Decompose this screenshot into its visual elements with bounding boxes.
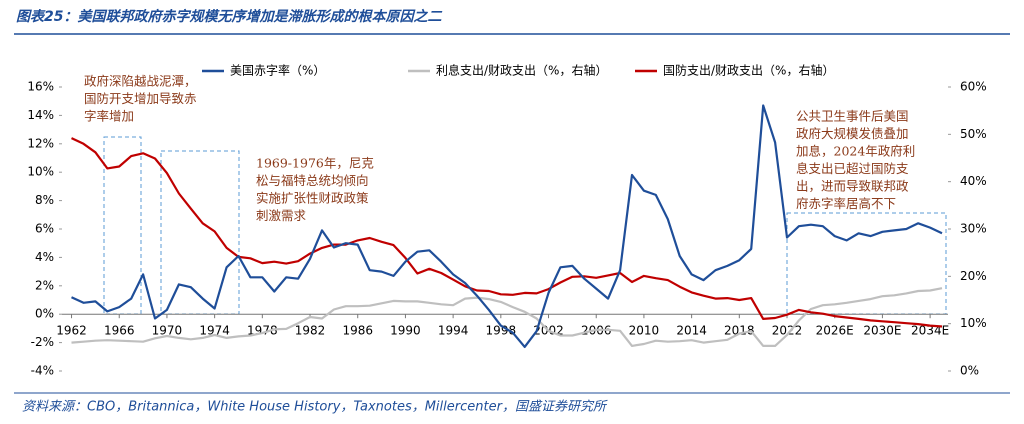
annotation: 字率增加: [84, 109, 134, 124]
x-tick-label: 1962: [56, 324, 87, 338]
annotation: 1969-1976年，尼克: [256, 156, 374, 171]
y-tick-label: 14%: [27, 108, 54, 122]
x-tick-label: 1986: [342, 324, 373, 338]
annotation: 国防开支增加导致赤: [84, 91, 197, 106]
y2-tick-label: 60%: [960, 80, 987, 94]
legend-label: 国防支出/财政支出（%，右轴）: [663, 63, 834, 78]
annotation: 加息，2024年政府利: [796, 144, 915, 159]
y-tick-label: 2%: [35, 278, 54, 292]
series-line: [71, 104, 943, 348]
y2-tick-label: 0%: [960, 364, 979, 378]
x-tick-label: 2010: [629, 324, 660, 338]
annotation: 实施扩张性财政政策: [256, 191, 369, 206]
annotation: 刺激需求: [256, 208, 307, 223]
y2-tick-label: 30%: [960, 222, 987, 236]
annotation: 政府大规模发债叠加: [796, 126, 909, 141]
annotation: 松与福特总统均倾向: [256, 173, 369, 188]
y-tick-label: 12%: [27, 136, 54, 150]
annotation: 公共卫生事件后美国: [796, 109, 909, 124]
series-line: [71, 287, 943, 347]
x-tick-label: 2014: [676, 324, 707, 338]
annotation: 息支出已超过国防支: [796, 161, 909, 176]
chart-title: 图表25：美国联邦政府赤字规模无序增加是滞胀形成的根本原因之二: [16, 8, 442, 25]
y2-tick-label: 40%: [960, 174, 987, 188]
legend-label: 利息支出/财政支出（%，右轴）: [436, 63, 607, 78]
y-tick-label: 4%: [35, 250, 54, 264]
x-tick-label: 1974: [199, 324, 230, 338]
series-line: [71, 137, 943, 328]
source: 资料来源：CBO，Britannica，White House History，…: [22, 399, 608, 415]
y-tick-label: 6%: [35, 222, 54, 236]
x-tick-label: 1966: [104, 324, 135, 338]
x-tick-label: 2018: [724, 324, 755, 338]
annotation: 府赤字率居高不下: [796, 196, 896, 211]
x-tick-label: 2026E: [816, 324, 854, 338]
y2-tick-label: 20%: [960, 269, 987, 283]
x-tick-label: 1994: [438, 324, 469, 338]
annotation: 政府深陷越战泥潭，: [84, 74, 197, 89]
highlight-box: [160, 150, 240, 315]
y-tick-label: 16%: [27, 80, 54, 94]
y-tick-label: 8%: [35, 193, 54, 207]
x-tick-label: 1970: [152, 324, 183, 338]
y2-tick-label: 50%: [960, 127, 987, 141]
x-tick-label: 1998: [486, 324, 517, 338]
y-tick-label: 10%: [27, 165, 54, 179]
annotation: 出，进而导致联邦政: [796, 179, 909, 194]
y2-tick-label: 10%: [960, 316, 987, 330]
y-tick-label: 0%: [35, 307, 54, 321]
y-tick-label: -2%: [31, 335, 54, 349]
x-tick-label: 1990: [390, 324, 421, 338]
legend-label: 美国赤字率（%）: [230, 63, 325, 78]
x-tick-label: 1982: [295, 324, 326, 338]
y-tick-label: -4%: [31, 364, 54, 378]
x-tick-label: 2030E: [863, 324, 901, 338]
